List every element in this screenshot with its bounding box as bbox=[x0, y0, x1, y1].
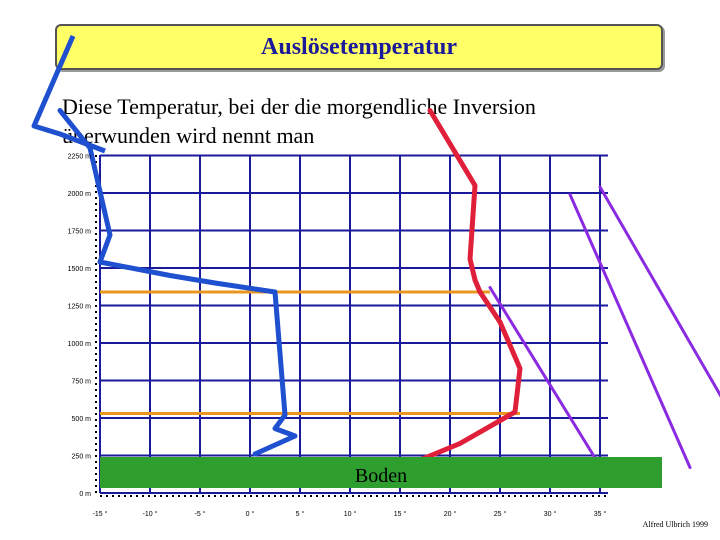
ground-group: Boden bbox=[100, 457, 662, 488]
x-tick-label: 5 ° bbox=[296, 510, 305, 518]
x-tick-label: 35 ° bbox=[594, 510, 607, 518]
intro-line-1: Diese Temperatur, bei der die morgendlic… bbox=[62, 94, 536, 119]
ground-band bbox=[100, 457, 662, 488]
env-curve-top-segment bbox=[31, 35, 106, 154]
y-tick-label: 500 m bbox=[72, 416, 92, 423]
x-tick-label: 10 ° bbox=[344, 510, 357, 518]
intro-line-2: überwunden wird nennt man bbox=[62, 123, 315, 148]
x-tick-label: 25 ° bbox=[494, 510, 507, 518]
x-tick-label: 15 ° bbox=[394, 510, 407, 518]
y-tick-label: 2000 m bbox=[68, 191, 92, 198]
y-tick-label: 250 m bbox=[72, 454, 92, 461]
environment-curve bbox=[57, 108, 298, 457]
x-tick-label: -5 ° bbox=[195, 510, 206, 518]
y-tick-label: 2250 m bbox=[68, 154, 92, 161]
parcel-curve bbox=[377, 108, 523, 479]
chart-grid bbox=[95, 154, 608, 497]
y-tick-label: 1750 m bbox=[68, 229, 92, 236]
chart-ticks: 0 m 250 m 500 m 750 m 1000 m 1250 m 1500 m 1750… bbox=[68, 154, 607, 519]
y-tick-label: 1250 m bbox=[68, 304, 92, 311]
intro-text: Diese Temperatur, bei der die morgendlic… bbox=[62, 92, 622, 150]
dry-adiabat-line bbox=[568, 193, 692, 469]
x-tick-label: -15 ° bbox=[93, 510, 108, 518]
title-box: Auslösetemperatur bbox=[55, 24, 663, 70]
x-tick-label: 0 ° bbox=[246, 510, 255, 518]
chart-curves bbox=[57, 108, 720, 479]
y-tick-label: 750 m bbox=[72, 379, 92, 386]
y-tick-label: 0 m bbox=[79, 491, 91, 498]
dry-adiabat-line bbox=[488, 286, 602, 468]
dry-adiabat-line bbox=[598, 185, 720, 398]
y-tick-label: 1000 m bbox=[68, 341, 92, 348]
author-credit: Alfred Ulbrich 1999 bbox=[642, 520, 708, 529]
x-tick-label: -10 ° bbox=[143, 510, 158, 518]
x-tick-label: 30 ° bbox=[544, 510, 557, 518]
slide-title: Auslösetemperatur bbox=[261, 33, 457, 60]
x-tick-label: 20 ° bbox=[444, 510, 457, 518]
ground-label: Boden bbox=[355, 465, 407, 487]
y-tick-label: 1500 m bbox=[68, 266, 92, 273]
